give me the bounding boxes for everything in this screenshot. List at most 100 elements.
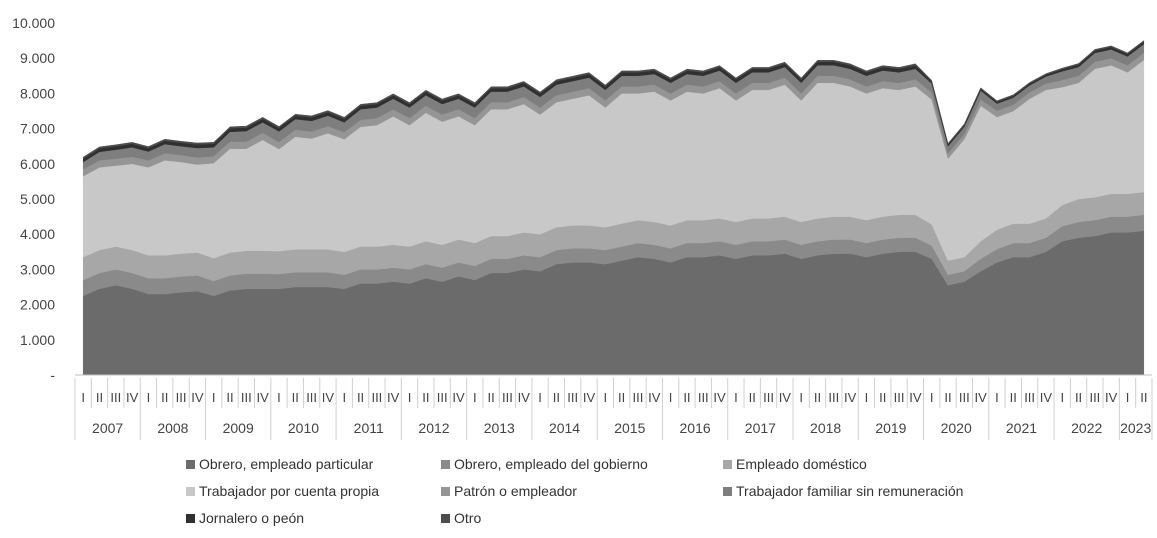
- y-tick-label: 5.000: [20, 191, 55, 207]
- year-label: 2022: [1071, 420, 1102, 436]
- x-tick-label: I: [473, 390, 477, 405]
- year-label: 2014: [549, 420, 580, 436]
- x-tick-label: II: [1140, 390, 1147, 405]
- x-tick-label: I: [604, 390, 608, 405]
- x-tick-label: IV: [387, 390, 400, 405]
- x-tick-label: IV: [975, 390, 988, 405]
- x-tick-label: II: [618, 390, 625, 405]
- x-tick-label: III: [241, 390, 252, 405]
- x-tick-label: I: [277, 390, 281, 405]
- x-tick-label: II: [683, 390, 690, 405]
- legend-swatch: [441, 486, 450, 496]
- year-label: 2012: [418, 420, 449, 436]
- x-tick-label: II: [226, 390, 233, 405]
- x-tick-label: III: [371, 390, 382, 405]
- x-tick-label: II: [1075, 390, 1082, 405]
- y-tick-label: 4.000: [20, 226, 55, 242]
- x-tick-label: I: [147, 390, 151, 405]
- x-tick-label: II: [96, 390, 103, 405]
- x-tick-label: I: [930, 390, 934, 405]
- legend-label: Otro: [454, 510, 482, 526]
- x-tick-label: III: [633, 390, 644, 405]
- legend-swatch: [186, 513, 195, 523]
- x-tick-label: III: [1089, 390, 1100, 405]
- x-tick-label: III: [567, 390, 578, 405]
- x-tick-label: IV: [257, 390, 270, 405]
- legend-item: Patrón o empleador: [441, 483, 577, 499]
- x-tick-label: I: [408, 390, 412, 405]
- y-tick-label: 8.000: [20, 85, 55, 101]
- legend-label: Obrero, empleado particular: [199, 456, 374, 472]
- x-tick-label: IV: [126, 390, 139, 405]
- x-tick-label: IV: [452, 390, 465, 405]
- x-tick-label: I: [995, 390, 999, 405]
- x-tick-label: II: [944, 390, 951, 405]
- x-tick-label: III: [306, 390, 317, 405]
- x-tick-label: I: [212, 390, 216, 405]
- x-tick-label: IV: [1105, 390, 1118, 405]
- legend-label: Patrón o empleador: [454, 483, 577, 499]
- x-tick-label: I: [865, 390, 869, 405]
- legend-item: Obrero, empleado del gobierno: [441, 456, 648, 472]
- plot-areas: [82, 40, 1145, 376]
- x-tick-label: III: [959, 390, 970, 405]
- year-label: 2015: [614, 420, 645, 436]
- legend-label: Jornalero o peón: [199, 510, 305, 526]
- legend-swatch: [186, 459, 195, 469]
- year-label: 2021: [1006, 420, 1037, 436]
- legend-item: Obrero, empleado particular: [186, 456, 373, 472]
- legend-label: Trabajador por cuenta propia: [199, 483, 380, 499]
- x-tick-label: II: [292, 390, 299, 405]
- y-tick-label: 6.000: [20, 156, 55, 172]
- x-tick-label: III: [698, 390, 709, 405]
- y-tick-label: -: [50, 367, 55, 383]
- x-tick-label: IV: [648, 390, 661, 405]
- x-tick-label: I: [342, 390, 346, 405]
- x-tick-label: III: [502, 390, 513, 405]
- year-label: 2008: [157, 420, 188, 436]
- year-label: 2020: [941, 420, 972, 436]
- legend-swatch: [441, 459, 450, 469]
- x-tick-label: II: [749, 390, 756, 405]
- x-tick-label: III: [176, 390, 187, 405]
- x-tick-label: I: [1126, 390, 1130, 405]
- x-tick-label: III: [437, 390, 448, 405]
- x-tick-label: I: [1060, 390, 1064, 405]
- year-label: 2013: [484, 420, 515, 436]
- x-tick-label: II: [422, 390, 429, 405]
- legend-item: Empleado doméstico: [723, 456, 867, 472]
- year-label: 2018: [810, 420, 841, 436]
- x-tick-label: III: [763, 390, 774, 405]
- y-tick-label: 9.000: [20, 50, 55, 66]
- x-tick-label: I: [538, 390, 542, 405]
- legend-swatch: [723, 459, 732, 469]
- y-tick-label: 2.000: [20, 297, 55, 313]
- year-label: 2023: [1120, 420, 1151, 436]
- y-tick-label: 7.000: [20, 121, 55, 137]
- y-tick-label: 10.000: [12, 15, 55, 31]
- legend-label: Empleado doméstico: [736, 456, 867, 472]
- x-tick-label: IV: [322, 390, 335, 405]
- year-label: 2016: [680, 420, 711, 436]
- legend-swatch: [441, 513, 450, 523]
- legend-label: Trabajador familiar sin remuneración: [736, 483, 964, 499]
- legend-item: Otro: [441, 510, 481, 526]
- year-label: 2011: [354, 420, 384, 436]
- year-label: 2010: [288, 420, 319, 436]
- x-tick-label: I: [669, 390, 673, 405]
- y-tick-label: 1.000: [20, 332, 55, 348]
- x-tick-label: III: [894, 390, 905, 405]
- x-tick-label: III: [828, 390, 839, 405]
- x-tick-label: II: [161, 390, 168, 405]
- x-tick-label: IV: [1040, 390, 1053, 405]
- x-axis: I II III IV I II III IV I II III IV I II III IV I II III IV…: [74, 374, 1153, 440]
- x-tick-label: IV: [779, 390, 792, 405]
- x-tick-label: II: [1010, 390, 1017, 405]
- x-tick-label: IV: [844, 390, 857, 405]
- x-tick-label: II: [357, 390, 364, 405]
- x-tick-label: IV: [518, 390, 531, 405]
- year-label: 2009: [223, 420, 254, 436]
- legend-item: Trabajador familiar sin remuneración: [723, 483, 963, 499]
